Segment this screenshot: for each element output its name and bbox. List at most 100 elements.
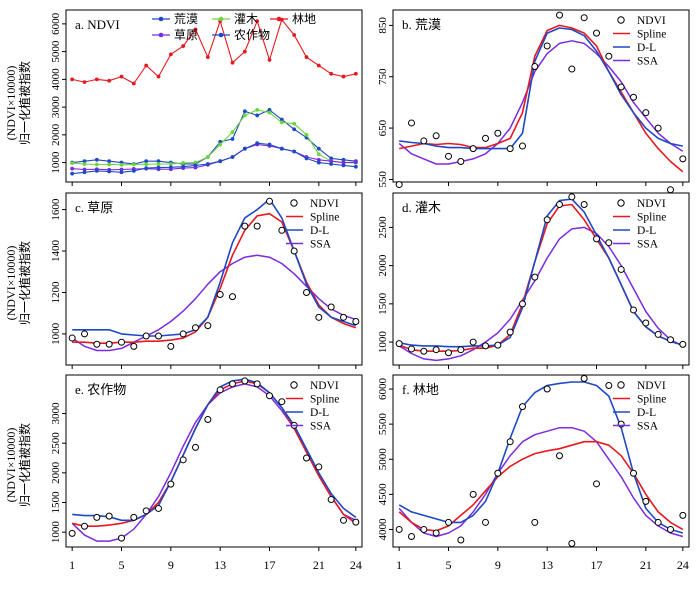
- legend-swatch-point: [218, 16, 224, 22]
- series-荒漠-point: [279, 117, 284, 122]
- ndvi-point: [482, 134, 489, 142]
- series-灌木-point: [156, 162, 161, 166]
- y-tick-label: 5000: [377, 448, 389, 471]
- series-灌木-point: [107, 162, 112, 167]
- ndvi-point: [408, 119, 415, 127]
- series-灌木-point: [255, 107, 260, 112]
- ndvi-point: [327, 496, 335, 504]
- series-林地-point: [329, 71, 334, 76]
- y-tick-label: 1400: [50, 240, 62, 263]
- ndvi-point: [118, 338, 125, 346]
- ndvi-point: [204, 322, 212, 330]
- legend-label: NDVI: [637, 380, 666, 392]
- ndvi-point: [105, 340, 113, 348]
- ndvi-point: [179, 330, 187, 338]
- y-tick-label: 650: [377, 119, 389, 136]
- series-农作物-point: [304, 156, 309, 161]
- ndvi-point: [118, 534, 125, 542]
- ssa-line: [398, 426, 684, 538]
- ndvi-point: [617, 83, 625, 91]
- ndvi-point: [315, 463, 323, 471]
- series-灌木-point: [292, 121, 297, 126]
- ndvi-point: [654, 518, 662, 526]
- ndvi-point: [654, 330, 662, 338]
- ndvi-point: [605, 239, 613, 247]
- ndvi-point: [469, 490, 477, 498]
- ndvi-point: [469, 338, 477, 346]
- legend-swatch-ndvi: [290, 381, 298, 389]
- ndvi-point: [130, 513, 138, 521]
- ndvi-point: [155, 504, 162, 512]
- ndvi-point: [580, 375, 588, 383]
- ndvi-point: [432, 529, 440, 537]
- plot-frame: [65, 9, 363, 183]
- y-tick-label: 1000: [50, 151, 62, 174]
- series-草原-point: [341, 160, 346, 165]
- series-林地-line: [72, 19, 356, 85]
- series-农作物-point: [205, 162, 210, 166]
- ndvi-point: [303, 454, 310, 462]
- ndvi-point: [667, 525, 674, 533]
- y-tick-label: 1200: [50, 281, 62, 304]
- x-tick-label: 21: [313, 558, 325, 572]
- ndvi-point: [506, 438, 514, 446]
- series-林地-point: [341, 74, 346, 79]
- series-农作物-point: [353, 164, 358, 169]
- panel-title: f. 林地: [402, 382, 439, 397]
- ndvi-point: [580, 200, 588, 208]
- series-农作物-point: [181, 164, 186, 169]
- x-tick-label: 1: [69, 558, 75, 572]
- ndvi-point: [617, 265, 625, 273]
- series-灌木-point: [131, 162, 136, 167]
- x-tick-label: 13: [214, 558, 226, 572]
- x-tick-label: 5: [446, 558, 452, 572]
- series-灌木-point: [119, 162, 124, 167]
- ndvi-point: [278, 398, 286, 406]
- series-灌木-point: [193, 160, 198, 165]
- legend-swatch-ndvi: [290, 199, 298, 207]
- ndvi-point: [580, 14, 588, 22]
- ndvi-point: [593, 235, 600, 243]
- series-林地-point: [255, 19, 260, 23]
- ndvi-point: [543, 216, 551, 224]
- legend-label: SSA: [310, 421, 332, 433]
- series-灌木-point: [82, 162, 87, 166]
- series-灌木-point: [94, 162, 99, 167]
- ndvi-point: [556, 11, 563, 19]
- y-axis-label-row2: (NDVI×10000) 归一化植被指数: [4, 188, 32, 378]
- y-tick-label: 1500: [50, 491, 62, 513]
- y-tick-label: 2000: [377, 254, 389, 277]
- legend-swatch-ndvi: [617, 381, 625, 389]
- series-林地-point: [107, 78, 112, 83]
- y-tick-label: 1000: [50, 322, 62, 345]
- y-axis-label-row3: (NDVI×10000) 归一化植被指数: [4, 370, 32, 560]
- y-tick-label: 3000: [50, 96, 62, 119]
- ssa-line: [398, 226, 684, 362]
- legend-label: NDVI: [637, 15, 666, 27]
- y-tick-label: 1600: [50, 198, 62, 221]
- series-农作物-point: [193, 163, 198, 168]
- legend-label: NDVI: [310, 198, 339, 210]
- ndvi-point: [457, 536, 465, 544]
- series-林地-point: [181, 44, 186, 48]
- series-荒漠-point: [316, 146, 321, 151]
- ndvi-point: [642, 319, 650, 327]
- legend-label: 荒漠: [174, 12, 198, 26]
- ndvi-point: [519, 403, 526, 411]
- ndvi-point: [290, 247, 298, 255]
- series-灌木-point: [304, 132, 309, 137]
- series-草原-point: [316, 157, 321, 162]
- series-农作物-point: [279, 146, 284, 151]
- y-tick-label: 750: [377, 68, 389, 85]
- ndvi-point: [506, 328, 514, 336]
- legend-label: SSA: [637, 239, 659, 251]
- legend-swatch-point: [276, 16, 282, 22]
- ndvi-point: [605, 52, 613, 60]
- ndvi-point: [192, 324, 199, 332]
- y-tick-label: 2500: [50, 432, 62, 455]
- series-农作物-point: [267, 142, 272, 147]
- ndvi-point: [568, 193, 576, 201]
